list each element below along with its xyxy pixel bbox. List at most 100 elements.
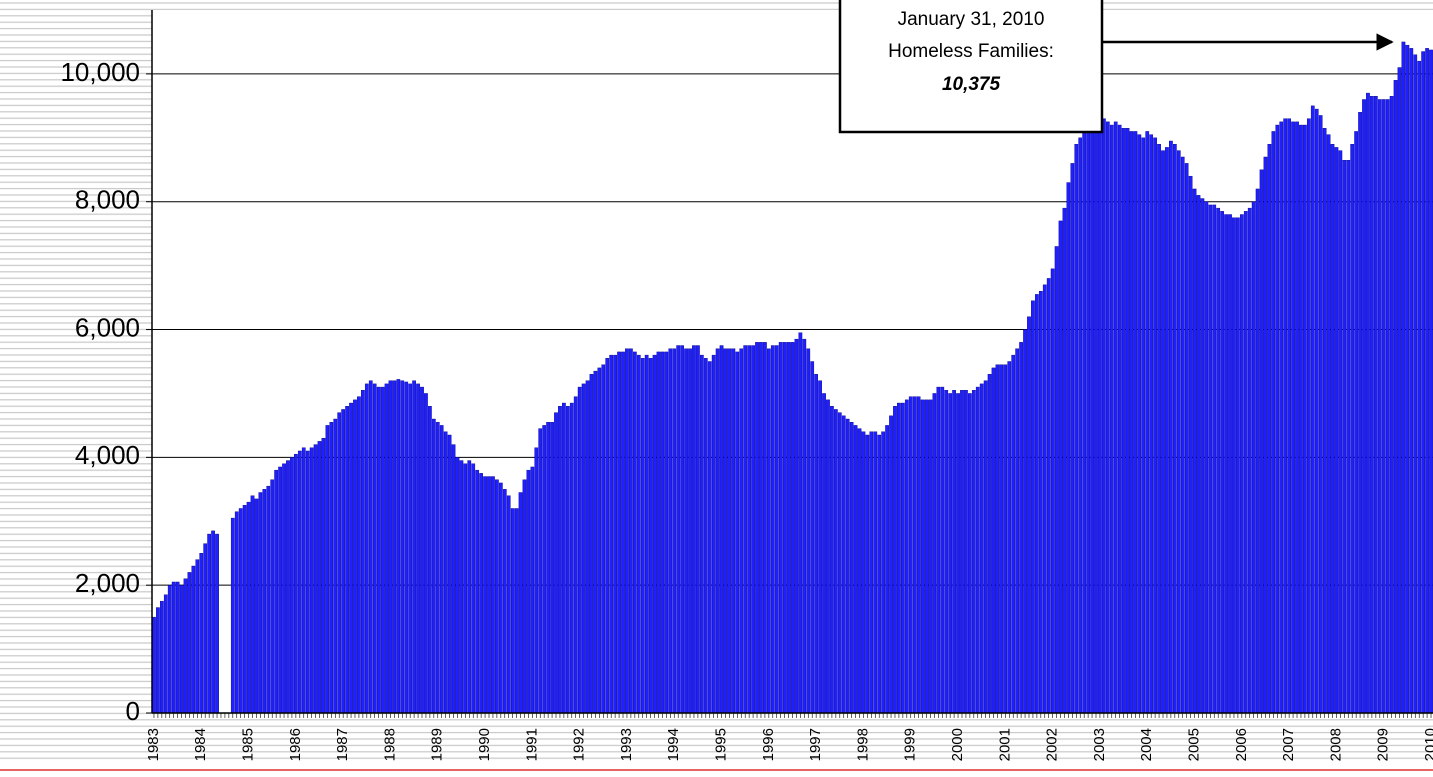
- bar: [550, 422, 554, 714]
- bar: [1015, 348, 1020, 714]
- x-tick-label: 1993: [618, 728, 635, 761]
- bar: [522, 479, 527, 714]
- bar: [1232, 217, 1236, 714]
- bar: [1023, 329, 1027, 714]
- bar: [191, 565, 196, 714]
- x-tick-label: 1994: [665, 728, 682, 761]
- bar: [1129, 131, 1134, 714]
- bar: [317, 441, 322, 714]
- bar: [357, 396, 361, 714]
- bar: [640, 358, 645, 714]
- bar: [1102, 118, 1106, 714]
- x-tick-label: 1996: [760, 728, 777, 761]
- bar: [487, 476, 491, 714]
- bar: [849, 422, 854, 714]
- bar: [680, 345, 684, 714]
- bar: [1157, 144, 1161, 714]
- bar: [1243, 211, 1248, 714]
- bar: [380, 386, 385, 714]
- bar: [1326, 134, 1331, 714]
- bar: [770, 345, 775, 714]
- bar: [297, 450, 302, 714]
- bar: [345, 406, 349, 714]
- bar: [1251, 201, 1256, 714]
- bar: [735, 351, 740, 714]
- bar: [167, 584, 172, 714]
- x-tick-label: 1992: [571, 728, 588, 761]
- bar: [250, 495, 255, 714]
- bar: [778, 342, 783, 714]
- bar: [463, 463, 468, 714]
- y-tick-label: 10,000: [60, 57, 140, 87]
- bar: [581, 383, 586, 714]
- bar: [609, 354, 614, 714]
- x-tick-label: 2001: [996, 728, 1013, 761]
- bar: [948, 393, 953, 714]
- bar: [1137, 134, 1142, 714]
- x-tick-label: 1995: [713, 728, 730, 761]
- bar: [944, 390, 949, 714]
- x-tick-label: 1990: [476, 728, 493, 761]
- bar: [798, 332, 803, 714]
- bar: [826, 399, 830, 714]
- bar: [341, 409, 346, 714]
- bar: [404, 381, 409, 714]
- annotation: January 31, 2010 Homeless Families: 10,3…: [838, 0, 1394, 134]
- bar: [424, 393, 428, 714]
- bar: [542, 425, 547, 714]
- bar: [802, 338, 807, 714]
- bar: [376, 386, 381, 714]
- bar: [763, 342, 767, 714]
- bar: [1208, 204, 1213, 714]
- bar: [731, 348, 736, 714]
- bar: [830, 406, 834, 714]
- bar: [349, 402, 353, 714]
- bar: [834, 409, 838, 714]
- bar: [1117, 124, 1122, 714]
- bar: [711, 354, 716, 714]
- bar: [636, 354, 641, 714]
- bar: [1429, 49, 1433, 714]
- bar: [333, 418, 338, 714]
- bar: [1224, 214, 1228, 714]
- bar: [755, 342, 759, 714]
- bar: [1007, 361, 1012, 714]
- bar: [699, 354, 704, 714]
- bar: [1318, 115, 1323, 714]
- bar: [495, 479, 499, 714]
- x-tick-label: 2008: [1327, 728, 1344, 761]
- bar: [1310, 105, 1315, 714]
- bar: [897, 402, 901, 714]
- bar: [648, 358, 653, 714]
- bar: [956, 393, 960, 714]
- bar: [451, 444, 456, 714]
- bar: [932, 393, 937, 714]
- bar: [1271, 131, 1276, 714]
- bar: [1299, 124, 1303, 714]
- x-tick-label: 1991: [523, 728, 540, 761]
- bar: [447, 434, 452, 714]
- bar: [282, 463, 286, 714]
- bar: [593, 370, 598, 714]
- bar: [727, 348, 732, 714]
- bar: [1370, 96, 1374, 714]
- bar: [234, 511, 239, 714]
- bar: [1334, 147, 1339, 714]
- bar: [534, 447, 539, 714]
- bar: [1279, 121, 1284, 714]
- bar: [1417, 60, 1422, 714]
- bar: [565, 406, 570, 714]
- bar: [810, 361, 815, 714]
- bar: [294, 453, 298, 714]
- bar: [885, 425, 889, 714]
- bar: [1172, 144, 1177, 714]
- bar: [613, 354, 617, 714]
- bar: [1389, 96, 1394, 714]
- bar: [703, 358, 708, 714]
- bar: [1287, 118, 1291, 714]
- bar: [199, 553, 204, 714]
- bar: [1228, 214, 1232, 714]
- bar: [597, 367, 602, 714]
- bar: [664, 351, 669, 714]
- bar: [1283, 118, 1288, 714]
